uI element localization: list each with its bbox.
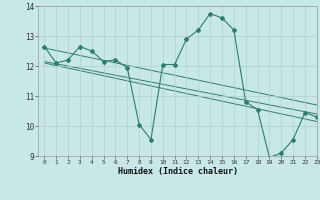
X-axis label: Humidex (Indice chaleur): Humidex (Indice chaleur): [118, 167, 238, 176]
